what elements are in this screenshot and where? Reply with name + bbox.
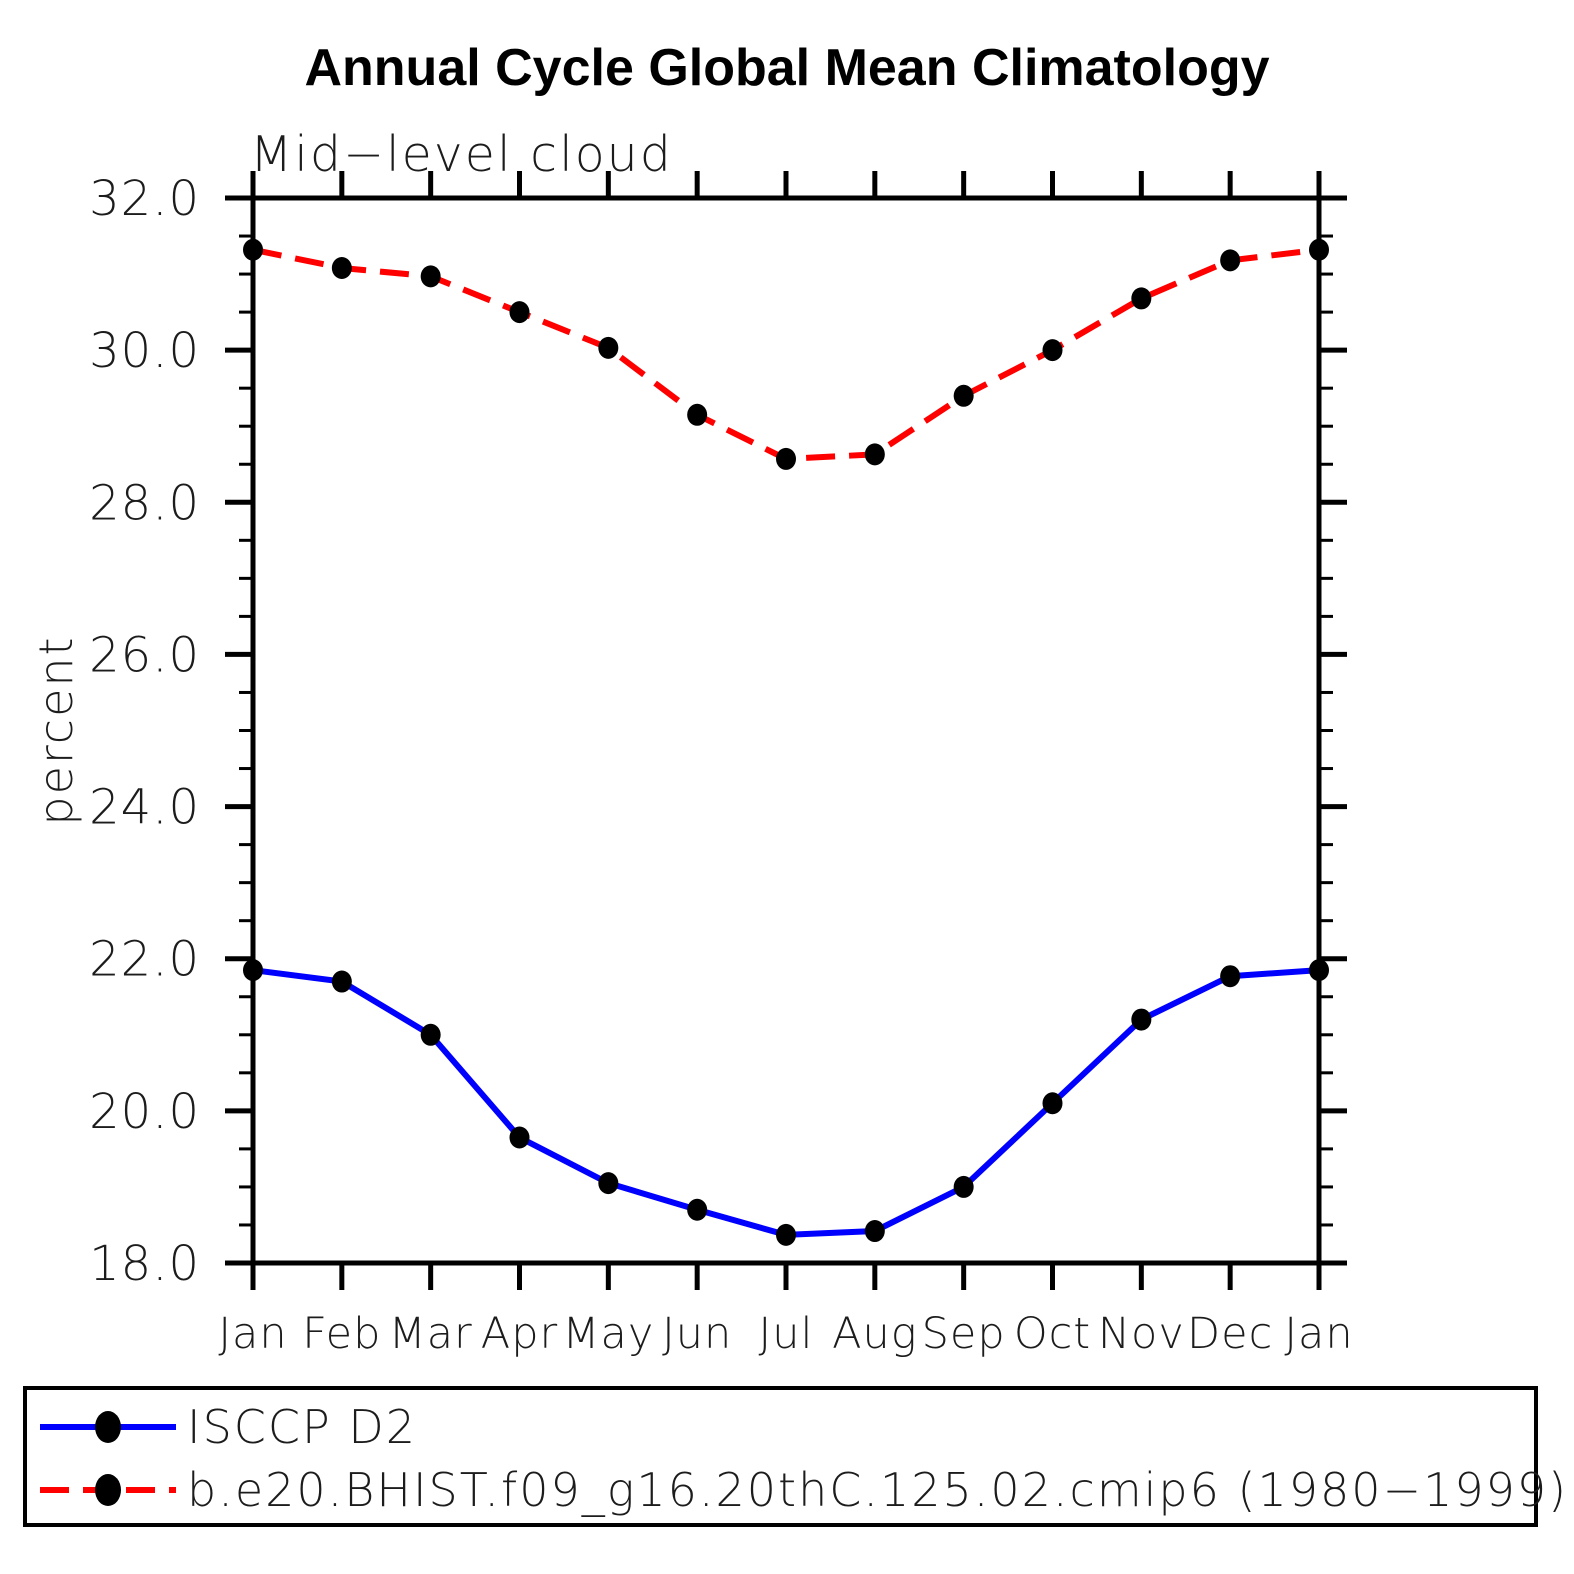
data-point-marker [1042,1092,1063,1115]
data-point-marker [687,1198,708,1221]
x-axis-tick-label: Apr [481,1309,558,1359]
legend-marker [95,1474,121,1506]
series-line-model [252,246,1320,462]
y-axis-tick-label: 28.0 [89,475,200,531]
chart-title: Annual Cycle Global Mean Climatology [304,39,1270,97]
data-point-marker [509,301,530,324]
legend-label: b.e20.BHIST.f09_g16.20thC.125.02.cmip6 (… [187,1463,1569,1517]
legend-item-model: b.e20.BHIST.f09_g16.20thC.125.02.cmip6 (… [38,1463,1568,1517]
data-point-marker [598,1172,619,1195]
x-axis-tick-label: Jan [1284,1309,1353,1359]
legend-item-isccp-d2: ISCCP D2 [38,1400,417,1454]
data-point-marker [1309,959,1329,982]
data-point-marker [776,1223,796,1246]
y-axis-tick-label: 18.0 [89,1236,200,1292]
data-point-marker [1131,287,1152,310]
data-point-marker [864,443,885,466]
legend-label: ISCCP D2 [187,1400,418,1454]
x-axis-tick-label: Jul [759,1309,814,1359]
y-axis-tick-label: 22.0 [89,932,200,988]
data-point-marker [420,1023,441,1046]
y-axis-tick-label: 26.0 [89,627,200,683]
y-axis-tick-label: 24.0 [89,780,200,836]
data-point-marker [864,1220,885,1243]
data-point-marker [243,238,263,261]
data-point-marker [331,970,352,993]
data-point-marker [953,1175,974,1198]
data-point-marker [1220,249,1241,272]
x-axis-tick-label: Dec [1187,1309,1273,1359]
x-axis-tick-label: Jun [662,1309,732,1359]
x-axis-tick-label: Aug [832,1309,917,1359]
data-point-marker [420,265,441,288]
data-point-marker [1131,1008,1152,1031]
legend-line-dashed-icon [40,1474,176,1506]
legend-marker [95,1411,121,1443]
x-axis-tick-label: Feb [302,1309,381,1359]
data-point-marker [1309,238,1329,261]
data-point-marker [331,256,352,279]
y-axis-tick-label: 20.0 [89,1084,200,1140]
x-axis-tick-label: Nov [1098,1309,1185,1359]
legend: ISCCP D2 b.e20.BHIST.f09_g16.20thC.125.0… [23,1386,1566,1527]
y-axis-tick-label: 30.0 [89,323,200,379]
x-axis-tick-label: Jan [218,1309,287,1359]
x-axis-tick-label: Oct [1014,1309,1091,1359]
data-point-marker [1220,965,1241,988]
y-axis-title: percent [29,635,83,825]
data-point-marker [687,403,708,426]
plot-frame [250,195,1322,1266]
x-axis-tick-label: Sep [922,1309,1006,1359]
data-point-marker [598,336,619,359]
data-point-marker [776,447,796,470]
data-point-marker [509,1126,530,1149]
series-line-isccp-d2 [252,967,1320,1238]
x-axis-tick-label: May [562,1309,654,1359]
legend-line-solid-icon [40,1411,176,1443]
data-point-marker [243,959,263,982]
chart-subtitle: Mid−level cloud [250,126,673,183]
y-axis-tick-label: 32.0 [89,171,200,227]
data-point-marker [1042,339,1063,362]
data-point-marker [953,384,974,407]
x-axis-tick-label: Mar [389,1309,473,1359]
